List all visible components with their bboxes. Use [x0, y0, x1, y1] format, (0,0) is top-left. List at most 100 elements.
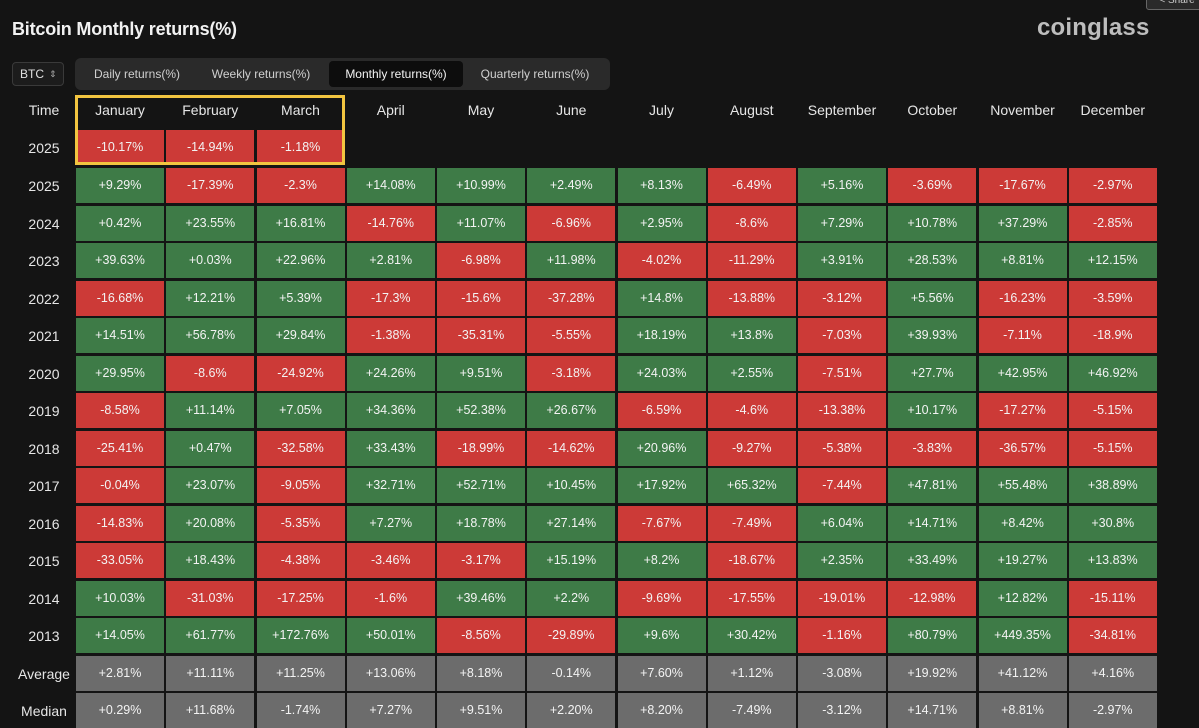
- return-cell: -3.69%: [888, 168, 977, 203]
- return-cell: +14.8%: [617, 280, 706, 316]
- summary-cell: +11.11%: [166, 655, 255, 691]
- return-cell: -17.39%: [166, 168, 255, 203]
- month-header: May: [467, 102, 495, 118]
- summary-label: Average: [18, 665, 70, 682]
- return-cell: -24.92%: [256, 355, 345, 391]
- row-year-label: 2016: [28, 515, 60, 532]
- coin-select[interactable]: BTC ⇕: [12, 62, 64, 86]
- summary-cell: +1.12%: [707, 655, 796, 691]
- summary-cell: +8.18%: [437, 655, 525, 691]
- return-cell: -7.03%: [798, 318, 886, 353]
- return-cell: +28.53%: [888, 243, 977, 278]
- return-cell: -19.01%: [798, 580, 886, 616]
- return-cell: +30.8%: [1068, 505, 1157, 541]
- month-header: November: [990, 102, 1055, 118]
- return-cell: +2.81%: [346, 243, 435, 278]
- return-cell: +2.49%: [527, 168, 616, 203]
- return-cell: -16.23%: [978, 280, 1067, 316]
- return-cell: +14.71%: [888, 505, 977, 541]
- coin-select-value: BTC: [20, 67, 44, 81]
- return-cell: +172.76%: [256, 618, 345, 653]
- return-cell: +52.38%: [437, 393, 525, 428]
- row-year-label: 2021: [28, 328, 60, 344]
- return-cell: -2.97%: [1068, 168, 1157, 203]
- return-cell: +20.08%: [166, 505, 255, 541]
- tab-weekly-returns[interactable]: Weekly returns(%): [211, 67, 311, 81]
- return-cell: +0.42%: [76, 205, 164, 241]
- summary-cell: -3.08%: [798, 655, 886, 691]
- return-cell: +6.04%: [798, 505, 886, 541]
- return-cell: +5.39%: [256, 280, 345, 316]
- summary-cell: -7.49%: [707, 693, 796, 728]
- summary-cell: +7.60%: [617, 655, 706, 691]
- return-cell: +37.29%: [978, 205, 1067, 241]
- row-year-label: 2022: [28, 290, 60, 307]
- return-cell: +52.71%: [437, 468, 525, 503]
- return-cell: +23.55%: [166, 205, 255, 241]
- return-cell: +14.51%: [76, 318, 164, 353]
- return-cell: -7.67%: [617, 505, 706, 541]
- return-cell: -2.3%: [256, 168, 345, 203]
- row-year-label: 2013: [28, 628, 60, 644]
- return-cell: +33.49%: [888, 543, 977, 578]
- return-cell: +32.71%: [346, 468, 435, 503]
- return-cell: -6.49%: [707, 168, 796, 203]
- return-cell: -13.38%: [798, 393, 886, 428]
- return-cell: +80.79%: [888, 618, 977, 653]
- return-cell: -4.6%: [707, 393, 796, 428]
- return-cell: -13.88%: [707, 280, 796, 316]
- month-header: August: [729, 102, 774, 118]
- return-cell: -25.41%: [76, 430, 164, 466]
- return-cell: -7.11%: [978, 318, 1067, 353]
- return-cell: +24.26%: [346, 355, 435, 391]
- return-cell: +0.47%: [166, 430, 255, 466]
- return-cell: -18.9%: [1068, 318, 1157, 353]
- row-year-label: 2025: [28, 140, 60, 156]
- summary-cell: +9.51%: [437, 693, 525, 728]
- return-cell: -14.94%: [166, 130, 255, 165]
- return-cell: -11.29%: [707, 243, 796, 278]
- tab-quarterly-returns[interactable]: Quarterly returns(%): [480, 67, 590, 81]
- return-cell: -35.31%: [437, 318, 525, 353]
- return-cell: -3.46%: [346, 543, 435, 578]
- return-cell: -12.98%: [888, 580, 977, 616]
- return-cell: +47.81%: [888, 468, 977, 503]
- return-cell: +18.19%: [617, 318, 706, 353]
- return-cell: +39.46%: [437, 580, 525, 616]
- return-cell: +18.78%: [437, 505, 525, 541]
- return-cell: +3.91%: [798, 243, 886, 278]
- return-cell: +2.55%: [707, 355, 796, 391]
- return-cell: +42.95%: [978, 355, 1067, 391]
- row-year-label: 2020: [28, 365, 60, 382]
- return-cell: +8.42%: [978, 505, 1067, 541]
- return-cell: -1.16%: [798, 618, 886, 653]
- return-cell: -6.98%: [437, 243, 525, 278]
- time-header: Time: [28, 102, 60, 118]
- return-cell: -1.38%: [346, 318, 435, 353]
- return-cell: +24.03%: [617, 355, 706, 391]
- return-cell: +7.27%: [346, 505, 435, 541]
- month-header: June: [556, 102, 587, 118]
- returns-tabs: Daily returns(%) Weekly returns(%) Month…: [75, 58, 610, 90]
- return-cell: -14.83%: [76, 505, 164, 541]
- return-cell: +7.29%: [798, 205, 886, 241]
- return-cell: -18.67%: [707, 543, 796, 578]
- return-cell: -5.55%: [527, 318, 616, 353]
- return-cell: +9.51%: [437, 355, 525, 391]
- tab-daily-returns[interactable]: Daily returns(%): [93, 67, 180, 81]
- return-cell: +10.17%: [888, 393, 977, 428]
- return-cell: -14.76%: [346, 205, 435, 241]
- return-cell: +29.84%: [256, 318, 345, 353]
- return-cell: +65.32%: [707, 468, 796, 503]
- tab-monthly-returns[interactable]: Monthly returns(%): [329, 61, 463, 87]
- row-year-label: 2014: [28, 590, 60, 607]
- return-cell: +10.78%: [888, 205, 977, 241]
- return-cell: -32.58%: [256, 430, 345, 466]
- summary-cell: -2.97%: [1068, 693, 1157, 728]
- return-cell: +30.42%: [707, 618, 796, 653]
- share-button[interactable]: < Share: [1146, 0, 1199, 10]
- return-cell: -10.17%: [76, 130, 164, 165]
- return-cell: +18.43%: [166, 543, 255, 578]
- month-header: April: [376, 102, 405, 118]
- return-cell: -9.05%: [256, 468, 345, 503]
